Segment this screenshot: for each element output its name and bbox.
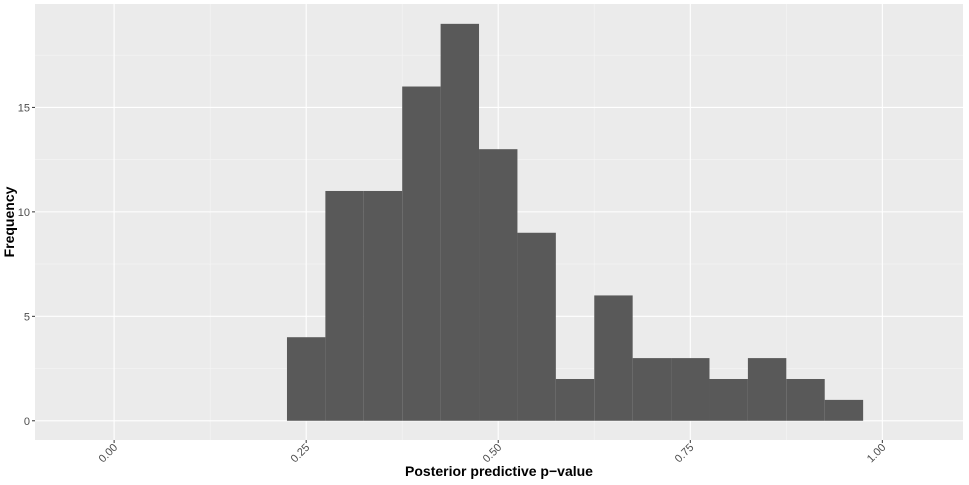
- bar: [402, 86, 441, 421]
- bar: [440, 23, 480, 421]
- y-tick-label: 5: [24, 311, 30, 323]
- x-tick-label: 1.00: [865, 442, 889, 466]
- bar: [671, 358, 710, 421]
- y-tick-label: 10: [18, 207, 30, 219]
- x-axis-title: Posterior predictive p−value: [405, 463, 593, 479]
- bar: [363, 190, 403, 421]
- bar: [747, 358, 787, 421]
- bar: [325, 190, 364, 421]
- y-tick-label: 15: [18, 102, 30, 114]
- x-tick-label: 0.75: [673, 442, 697, 466]
- bar: [555, 378, 595, 421]
- bar: [786, 378, 825, 421]
- bar: [709, 378, 748, 421]
- y-tick-label: 0: [24, 416, 30, 428]
- bar: [479, 149, 518, 421]
- x-tick-label: 0.25: [289, 442, 313, 466]
- bar: [632, 358, 672, 421]
- bar: [286, 337, 326, 421]
- bar: [594, 295, 633, 421]
- x-tick-label: 0.50: [481, 442, 505, 466]
- bar: [517, 232, 556, 421]
- bar: [824, 399, 864, 421]
- y-axis-title: Frequency: [1, 186, 17, 257]
- x-tick-label: 0.00: [97, 442, 121, 466]
